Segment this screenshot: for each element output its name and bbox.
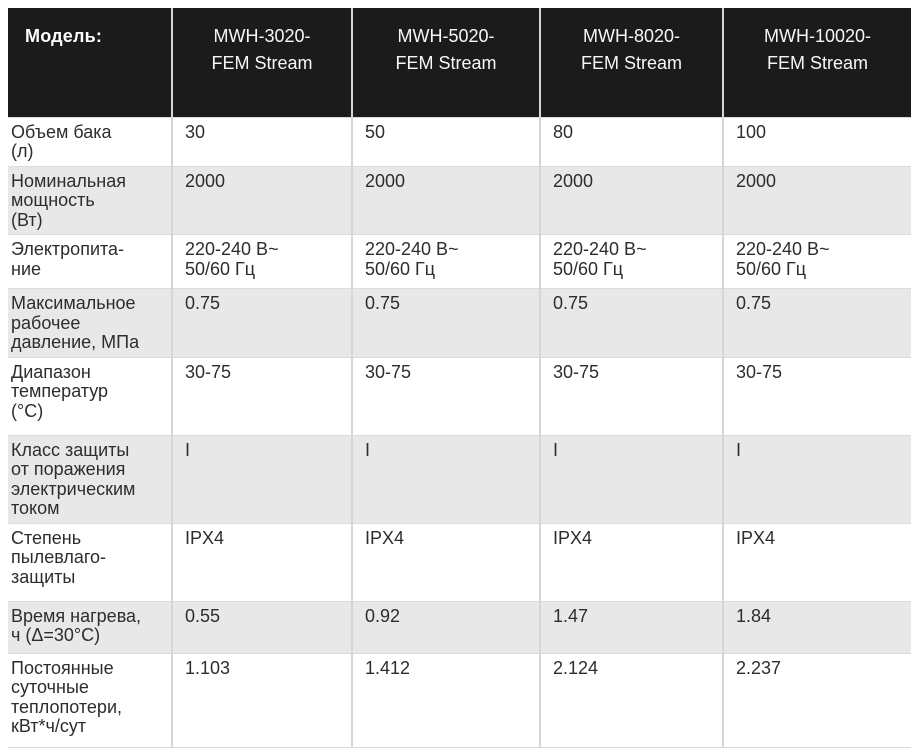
row-label: Степень пылевлаго- защиты bbox=[8, 522, 172, 601]
spec-cell: 2.124 bbox=[539, 652, 723, 748]
spec-cell: 30-75 bbox=[351, 356, 540, 435]
table-row-heating-time: Время нагрева, ч (Δ=30°С) 0.55 0.92 1.47… bbox=[8, 600, 911, 653]
spec-cell: I bbox=[722, 434, 911, 523]
spec-cell: IPX4 bbox=[722, 522, 911, 601]
row-label: Время нагрева, ч (Δ=30°С) bbox=[8, 600, 172, 653]
row-label: Объем бака (л) bbox=[8, 116, 172, 166]
spec-cell: 0.75 bbox=[539, 288, 723, 357]
spec-cell: IPX4 bbox=[171, 522, 352, 601]
spec-cell: 0.75 bbox=[171, 288, 352, 357]
spec-cell: 220-240 В~ 50/60 Гц bbox=[171, 234, 352, 289]
table-row-ip-rating: Степень пылевлаго- защиты IPX4 IPX4 IPX4… bbox=[8, 522, 911, 601]
row-label: Электропита- ние bbox=[8, 234, 172, 289]
table-row-temp-range: Диапазон температур (°С) 30-75 30-75 30-… bbox=[8, 356, 911, 435]
spec-cell: 220-240 В~ 50/60 Гц bbox=[539, 234, 723, 289]
spec-cell: IPX4 bbox=[539, 522, 723, 601]
header-model-mwh-3020: MWH-3020- FEM Stream bbox=[171, 8, 352, 117]
spec-cell: 0.92 bbox=[351, 600, 540, 653]
spec-cell: 1.47 bbox=[539, 600, 723, 653]
spec-cell: 1.103 bbox=[171, 652, 352, 748]
table-row-protection-class: Класс защиты от поражения электрическим … bbox=[8, 434, 911, 523]
spec-cell: 1.84 bbox=[722, 600, 911, 653]
header-model-mwh-10020: MWH-10020- FEM Stream bbox=[722, 8, 911, 117]
spec-cell: I bbox=[171, 434, 352, 523]
spec-table: Модель: MWH-3020- FEM Stream MWH-5020- F… bbox=[8, 8, 911, 748]
spec-cell: 2000 bbox=[351, 165, 540, 235]
spec-cell: 80 bbox=[539, 116, 723, 166]
row-label: Постоянные суточные теплопотери, кВт*ч/с… bbox=[8, 652, 172, 748]
table-row-power-supply: Электропита- ние 220-240 В~ 50/60 Гц 220… bbox=[8, 234, 911, 289]
row-label: Максимальное рабочее давление, МПа bbox=[8, 288, 172, 357]
spec-cell: 2000 bbox=[539, 165, 723, 235]
spec-cell: 220-240 В~ 50/60 Гц bbox=[722, 234, 911, 289]
spec-table-container: Модель: MWH-3020- FEM Stream MWH-5020- F… bbox=[8, 8, 911, 748]
header-row: Модель: MWH-3020- FEM Stream MWH-5020- F… bbox=[8, 8, 911, 117]
header-label-model: Модель: bbox=[8, 8, 172, 117]
spec-cell: I bbox=[351, 434, 540, 523]
spec-cell: 2000 bbox=[722, 165, 911, 235]
table-row-tank-volume: Объем бака (л) 30 50 80 100 bbox=[8, 116, 911, 166]
row-label: Класс защиты от поражения электрическим … bbox=[8, 434, 172, 523]
spec-cell: I bbox=[539, 434, 723, 523]
spec-cell: 0.75 bbox=[722, 288, 911, 357]
spec-cell: 220-240 В~ 50/60 Гц bbox=[351, 234, 540, 289]
header-model-mwh-5020: MWH-5020- FEM Stream bbox=[351, 8, 540, 117]
spec-cell: 2.237 bbox=[722, 652, 911, 748]
spec-cell: 50 bbox=[351, 116, 540, 166]
table-row-heat-loss: Постоянные суточные теплопотери, кВт*ч/с… bbox=[8, 652, 911, 748]
spec-cell: 30-75 bbox=[171, 356, 352, 435]
spec-cell: 30-75 bbox=[722, 356, 911, 435]
spec-cell: 30-75 bbox=[539, 356, 723, 435]
spec-cell: 2000 bbox=[171, 165, 352, 235]
row-label: Номинальная мощность (Вт) bbox=[8, 165, 172, 235]
row-label: Диапазон температур (°С) bbox=[8, 356, 172, 435]
spec-cell: 100 bbox=[722, 116, 911, 166]
spec-cell: 0.55 bbox=[171, 600, 352, 653]
table-row-max-pressure: Максимальное рабочее давление, МПа 0.75 … bbox=[8, 288, 911, 357]
header-model-mwh-8020: MWH-8020- FEM Stream bbox=[539, 8, 723, 117]
spec-cell: 30 bbox=[171, 116, 352, 166]
spec-cell: 1.412 bbox=[351, 652, 540, 748]
spec-cell: IPX4 bbox=[351, 522, 540, 601]
spec-cell: 0.75 bbox=[351, 288, 540, 357]
table-row-nominal-power: Номинальная мощность (Вт) 2000 2000 2000… bbox=[8, 165, 911, 235]
